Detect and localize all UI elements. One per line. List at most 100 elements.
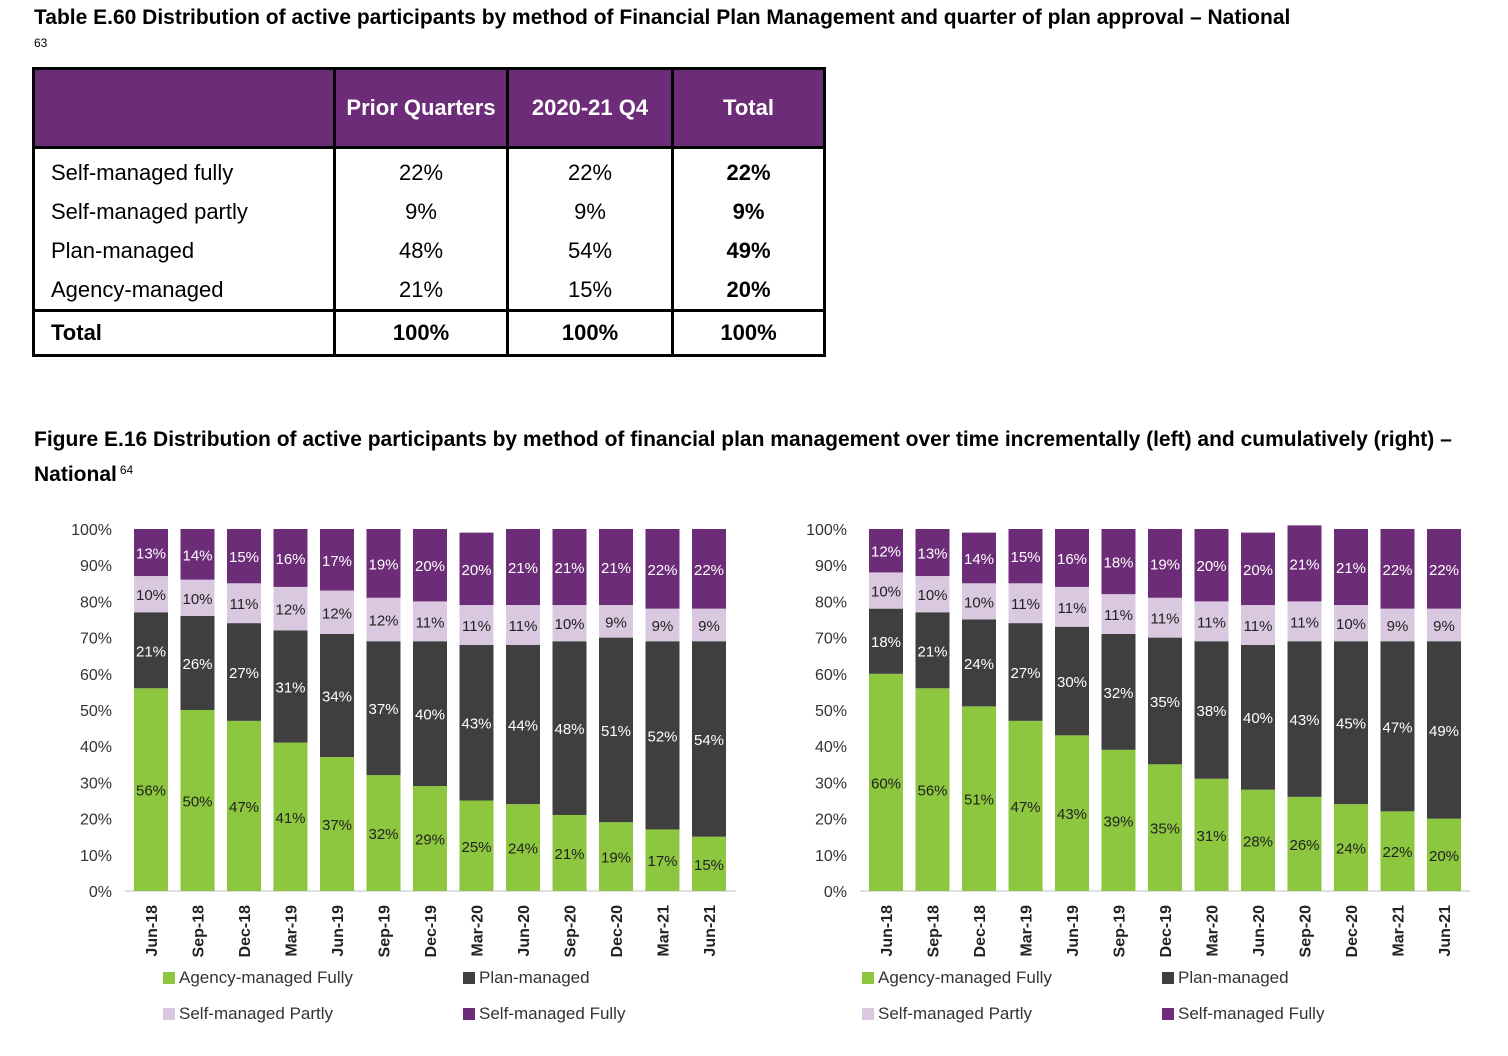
data-label: 27% <box>1010 665 1040 682</box>
row-label: Agency-managed <box>32 270 336 311</box>
data-label: 11% <box>462 618 491 635</box>
legend-label: Plan-managed <box>1178 968 1289 987</box>
legend-swatch <box>1162 1008 1174 1020</box>
bar-segment <box>962 583 996 620</box>
data-label: 18% <box>871 634 901 651</box>
data-label: 20% <box>1429 848 1459 865</box>
data-label: 31% <box>1196 828 1226 845</box>
data-label: 11% <box>1197 614 1226 631</box>
data-label: 15% <box>229 549 259 566</box>
data-label: 29% <box>415 832 445 849</box>
table-header-total: Total <box>671 67 826 149</box>
data-label: 26% <box>182 656 212 673</box>
bar-segment <box>1194 641 1229 779</box>
cell-total: 49% <box>671 231 826 270</box>
y-tick-label: 20% <box>80 812 112 829</box>
x-tick-label: Mar-21 <box>656 905 673 957</box>
x-tick-label: Mar-21 <box>1391 905 1408 957</box>
incremental-chart: 0% 10% 20% 30% 40% 50% 60% 70% 80% 90% 100% 56% 21% 1… <box>71 522 736 958</box>
data-label: 24% <box>964 656 994 673</box>
data-label: 28% <box>1243 833 1273 850</box>
table-title: Table E.60 Distribution of active partic… <box>34 6 1291 29</box>
data-label: 37% <box>322 817 352 834</box>
bar-segment <box>413 786 447 891</box>
bar-segment <box>1380 641 1415 812</box>
data-label: 10% <box>964 594 994 611</box>
x-tick-label: Mar-20 <box>1205 905 1222 957</box>
legend-item: Plan-managed <box>463 968 590 988</box>
x-tick-group: Mar-20 <box>470 905 487 957</box>
data-label: 21% <box>1289 556 1319 573</box>
bar-segment <box>320 633 354 758</box>
bar-segment <box>962 532 996 584</box>
data-label: 11% <box>230 596 259 613</box>
data-label: 21% <box>508 560 538 577</box>
data-label: 13% <box>136 546 166 563</box>
data-label: 37% <box>368 701 398 718</box>
table-header-row: Prior Quarters 2020-21 Q4 Total <box>32 67 826 149</box>
data-label: 10% <box>1336 616 1366 633</box>
bar-segment <box>413 601 447 642</box>
bar-segment <box>1008 623 1043 721</box>
data-label: 22% <box>1382 562 1412 579</box>
cell-q4: 100% <box>506 309 674 356</box>
y-tick-label: 50% <box>80 703 112 720</box>
bar-segment <box>366 775 401 891</box>
bar-segment <box>599 529 633 606</box>
x-tick-label: Dec-20 <box>1344 905 1361 958</box>
figure-title: Figure E.16 Distribution of active parti… <box>34 424 1474 490</box>
bar-segment <box>227 529 261 584</box>
legend-swatch <box>463 1008 475 1020</box>
x-tick-label: Sep-20 <box>1298 905 1315 958</box>
bar-segment <box>320 529 354 591</box>
x-tick-label: Mar-19 <box>284 905 301 957</box>
bar-segment <box>1101 749 1136 891</box>
bar-segment <box>692 608 726 642</box>
data-label: 21% <box>136 643 166 660</box>
cell-q4: 54% <box>506 231 674 270</box>
bar-segment <box>1008 720 1043 891</box>
y-tick-label: 10% <box>80 848 112 865</box>
bar-segment <box>1194 778 1229 891</box>
x-tick-label: Sep-19 <box>377 905 394 958</box>
bar-segment <box>506 804 540 891</box>
bar-segment <box>1194 529 1229 602</box>
data-label: 9% <box>1387 618 1409 635</box>
row-label: Self-managed fully <box>32 147 336 192</box>
bar-segment <box>1334 804 1368 891</box>
x-tick-label: Sep-20 <box>563 905 580 958</box>
x-tick-group: Dec-20 <box>609 905 626 958</box>
data-label: 19% <box>1150 556 1180 573</box>
bar-segment <box>915 576 950 613</box>
bar-segment <box>1427 641 1461 819</box>
x-tick-label: Sep-18 <box>926 905 943 958</box>
bar-segment <box>273 630 308 743</box>
bar-segment <box>645 641 680 830</box>
data-label: 51% <box>964 792 994 809</box>
cell-prior: 100% <box>333 309 509 356</box>
data-label: 45% <box>1336 716 1366 733</box>
x-tick-group: Dec-18 <box>237 905 254 958</box>
y-tick-label: 0% <box>89 884 112 901</box>
legend-label: Plan-managed <box>479 968 590 987</box>
data-label: 9% <box>652 618 674 635</box>
data-label: 44% <box>508 717 538 734</box>
y-tick-label: 30% <box>815 775 847 792</box>
x-tick-label: Jun-20 <box>1251 905 1268 957</box>
bar-segment <box>552 529 587 606</box>
legend-swatch <box>163 972 175 984</box>
figure-title-text: Figure E.16 Distribution of active parti… <box>34 428 1452 486</box>
legend-right: Agency-managed Fully Plan-managed Self-man… <box>862 968 1422 1028</box>
data-label: 26% <box>1289 837 1319 854</box>
x-tick-label: Jun-21 <box>1437 905 1454 957</box>
x-tick-label: Sep-18 <box>191 905 208 958</box>
data-label: 22% <box>1382 844 1412 861</box>
data-label: 13% <box>917 546 947 563</box>
y-tick-label: 50% <box>815 703 847 720</box>
data-label: 50% <box>182 794 212 811</box>
x-tick-label: Jun-20 <box>516 905 533 957</box>
bar-segment <box>1055 735 1089 891</box>
data-label: 60% <box>871 775 901 792</box>
figure-footnote: 64 <box>119 463 134 477</box>
bar-segment <box>1334 641 1368 805</box>
